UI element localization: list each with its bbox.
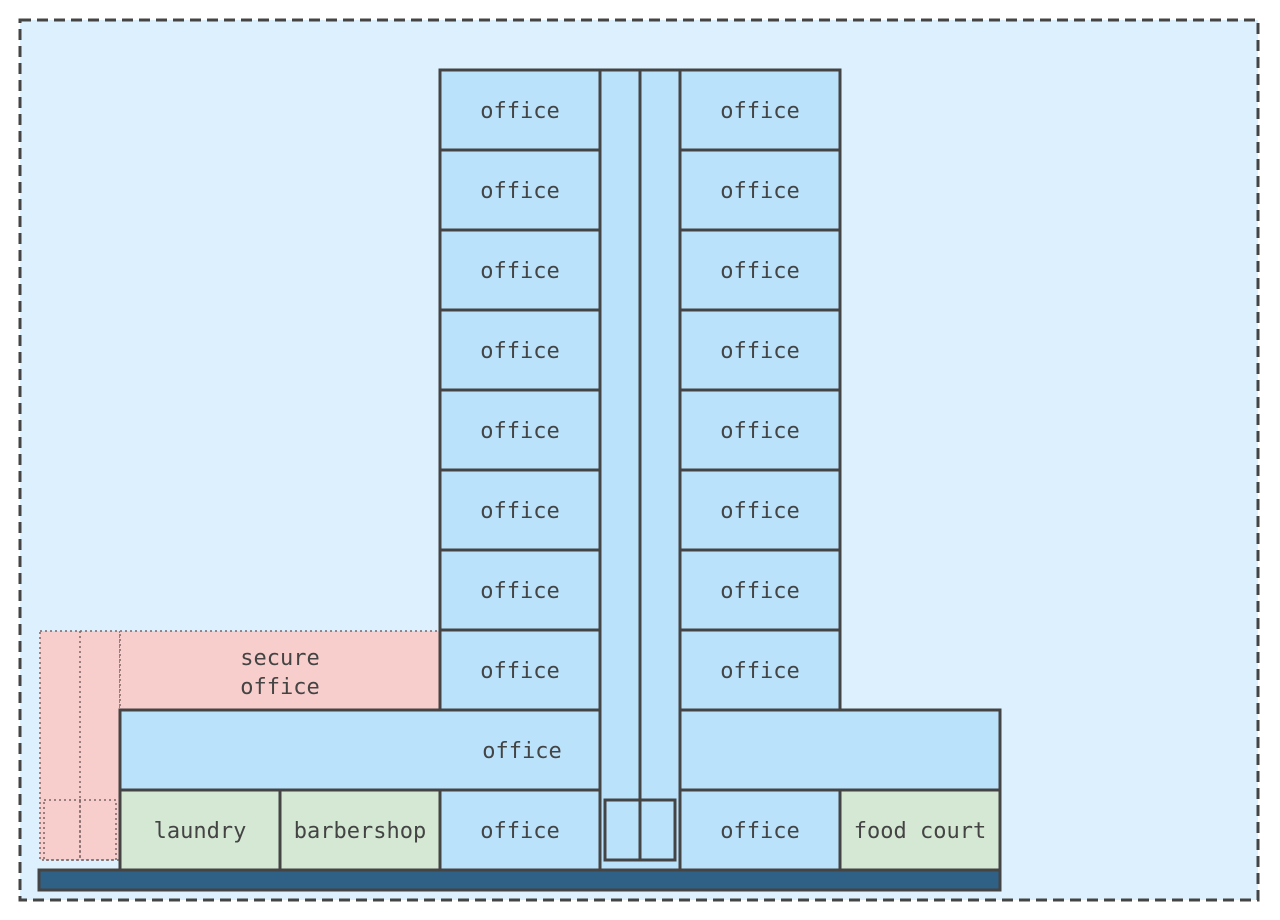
office-label: office [720,99,799,124]
office-label: office [480,579,559,604]
office-label: office [720,579,799,604]
laundry-label: laundry [154,819,247,844]
office-label: office [480,659,559,684]
office-room [438,388,602,472]
elevator-core [598,68,682,872]
office-room [678,228,842,312]
wide-office-right [678,708,1002,792]
secure-office-label-line2: office [240,675,319,700]
office-room [438,148,602,232]
food-court-label: food court [854,819,986,844]
secure-zone: secure office [39,630,441,861]
office-label: office [720,419,799,444]
ground-slab [37,868,1002,892]
office-room [438,548,602,632]
office-label: office [720,499,799,524]
ground-office-right-label: office [720,819,799,844]
barbershop-room [278,788,442,872]
tower-left-column: office office office office office offic… [438,68,602,712]
office-label: office [480,499,559,524]
office-room [438,308,602,392]
office-label: office [480,419,559,444]
laundry-room [118,788,282,872]
ground-office-left [438,788,602,872]
office-label: office [720,259,799,284]
wide-office-left [118,708,602,792]
office-room [678,148,842,232]
office-label: office [480,99,559,124]
svg-text:office: office [240,675,319,700]
ground-office-left-label: office [480,819,559,844]
office-label: office [720,339,799,364]
podium-level: office [118,708,1002,792]
office-room [678,388,842,472]
office-label: office [480,179,559,204]
elevator-icon [603,798,677,862]
office-room [438,228,602,312]
office-label: office [720,659,799,684]
office-label: office [480,339,559,364]
tower-right-column: office office office office office offic… [678,68,842,712]
office-label: office [720,179,799,204]
ground-floor: laundry barbershop office office food co… [118,788,1002,872]
food-court-room [838,788,1002,872]
secure-office-label-line1: secure [240,646,319,671]
wide-office-label: office [482,739,561,764]
office-label: office [480,259,559,284]
barbershop-label: barbershop [294,819,426,844]
office-room [678,308,842,392]
svg-text:secure: secure [240,646,319,671]
